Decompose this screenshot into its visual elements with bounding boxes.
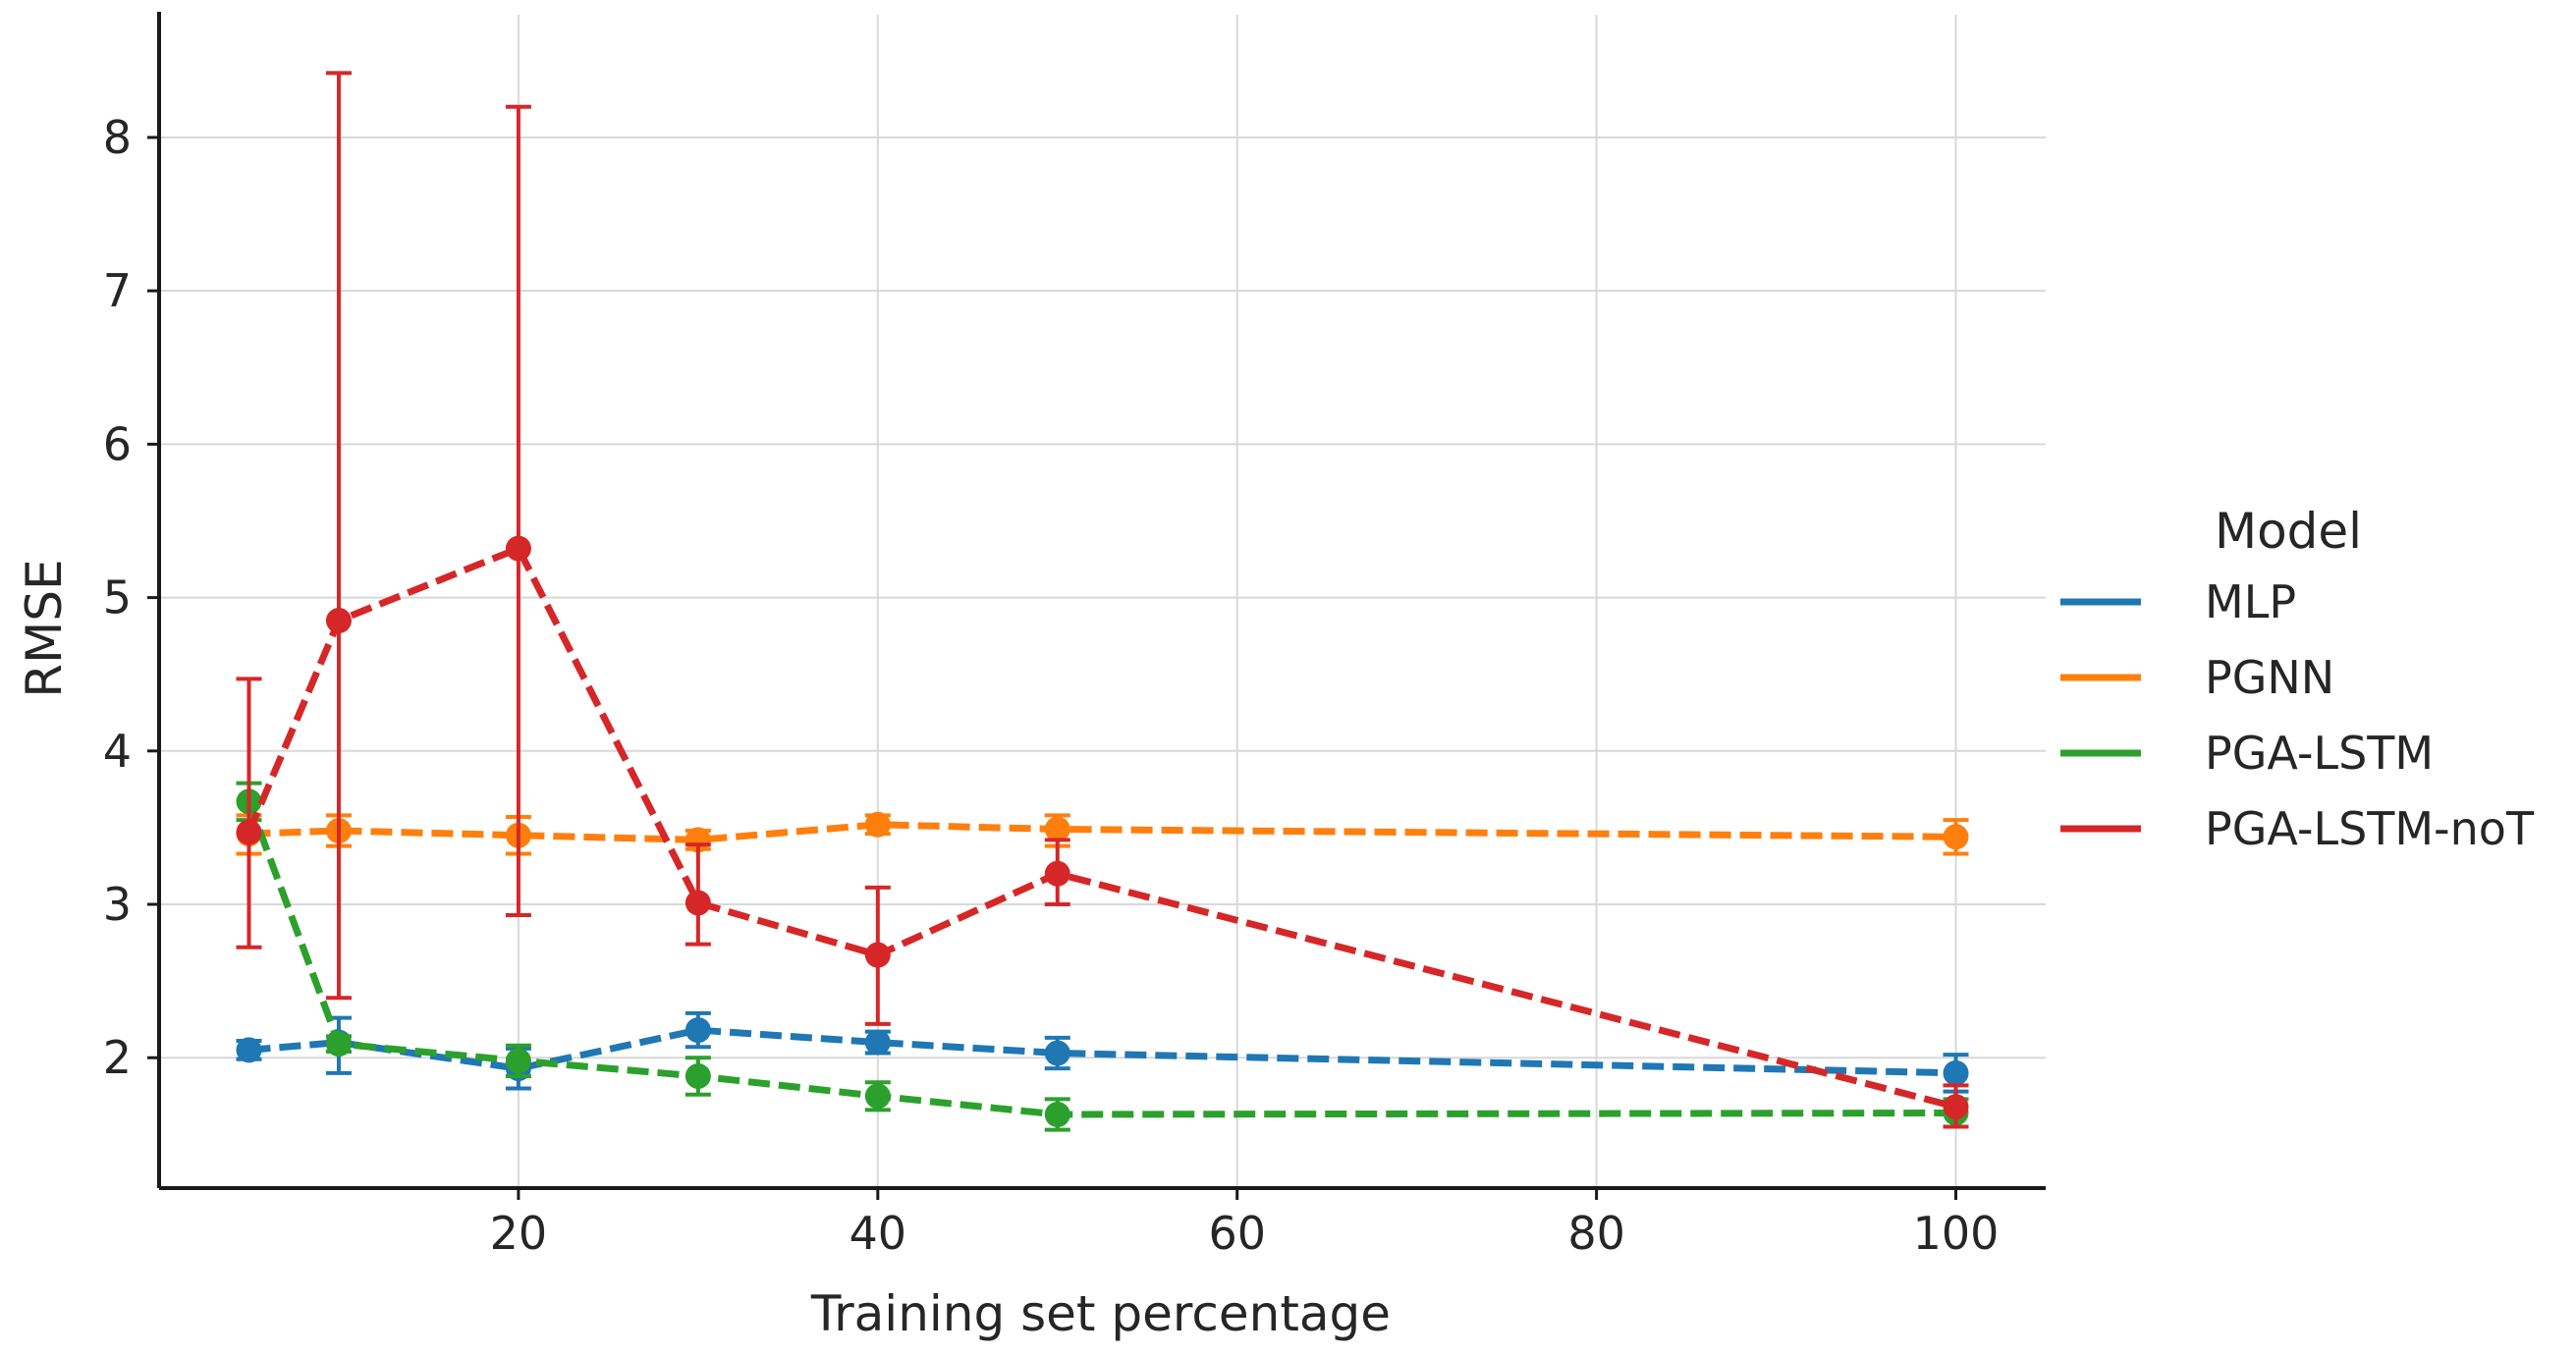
- y-tick-label: 6: [103, 417, 132, 470]
- legend-entry-pga-lstm: PGA-LSTM: [2060, 727, 2434, 780]
- data-point-pga-lstm: [505, 1048, 531, 1074]
- x-tick-label: 60: [1208, 1207, 1266, 1260]
- error-bar-pga-lstm-not: [325, 71, 352, 1001]
- data-point-pga-lstm-not: [505, 535, 531, 562]
- legend-label-pga-lstm-not: PGA-LSTM-noT: [2205, 802, 2535, 855]
- legend-title: Model: [2215, 503, 2362, 560]
- data-point-pga-lstm-not: [236, 819, 262, 845]
- data-point-pga-lstm: [864, 1083, 891, 1110]
- legend-label-pgnn: PGNN: [2205, 651, 2334, 704]
- data-point-pga-lstm-not: [1943, 1094, 1969, 1120]
- data-point-pgnn: [1943, 824, 1969, 850]
- data-point-pga-lstm-not: [1044, 860, 1070, 887]
- data-point-pgnn: [1044, 816, 1070, 842]
- legend-entry-pgnn: PGNN: [2060, 651, 2334, 704]
- data-point-pga-lstm-not: [325, 608, 352, 634]
- legend-label-pga-lstm: PGA-LSTM: [2205, 727, 2434, 780]
- error-bar-pga-lstm-not: [505, 104, 531, 917]
- data-point-mlp: [685, 1017, 711, 1044]
- x-tick-label: 40: [850, 1207, 907, 1260]
- data-point-mlp: [236, 1037, 262, 1063]
- data-point-mlp: [864, 1029, 891, 1056]
- grid-lines: [159, 15, 2046, 1188]
- legend-entry-mlp: MLP: [2060, 575, 2296, 628]
- legend-entry-pga-lstm-not: PGA-LSTM-noT: [2060, 802, 2535, 855]
- tick-labels: 20 40 60 80 100 2 3 4 5 6 7 8: [103, 111, 2000, 1260]
- y-tick-label: 8: [103, 111, 132, 164]
- x-axis-label: Training set percentage: [810, 1285, 1391, 1342]
- y-axis-label: RMSE: [16, 559, 73, 697]
- y-tick-label: 5: [103, 571, 132, 624]
- error-bar-pga-lstm-not: [236, 677, 262, 949]
- data-point-pga-lstm-not: [685, 890, 711, 916]
- data-point-pga-lstm: [685, 1062, 711, 1089]
- series-layer: [236, 71, 1969, 1132]
- data-point-pgnn: [864, 811, 891, 838]
- series-line-mlp: [248, 1026, 1956, 1077]
- data-point-pga-lstm: [1044, 1102, 1070, 1128]
- y-tick-label: 2: [103, 1031, 132, 1084]
- data-point-mlp: [1044, 1040, 1070, 1066]
- y-tick-label: 4: [103, 725, 132, 778]
- legend-label-mlp: MLP: [2205, 575, 2296, 628]
- data-point-mlp: [1943, 1059, 1969, 1086]
- x-tick-label: 20: [490, 1207, 548, 1260]
- x-tick-label: 100: [1913, 1207, 2000, 1260]
- axes: [147, 12, 2046, 1200]
- y-tick-label: 7: [103, 264, 132, 317]
- legend: Model MLP PGNN PGA-LSTM PGA-LSTM-noT: [2060, 503, 2535, 855]
- data-point-pga-lstm-not: [864, 942, 891, 968]
- y-tick-label: 3: [103, 878, 132, 931]
- series-line-pgnn: [248, 821, 1956, 843]
- x-tick-label: 80: [1567, 1207, 1625, 1260]
- data-point-pga-lstm: [325, 1031, 352, 1058]
